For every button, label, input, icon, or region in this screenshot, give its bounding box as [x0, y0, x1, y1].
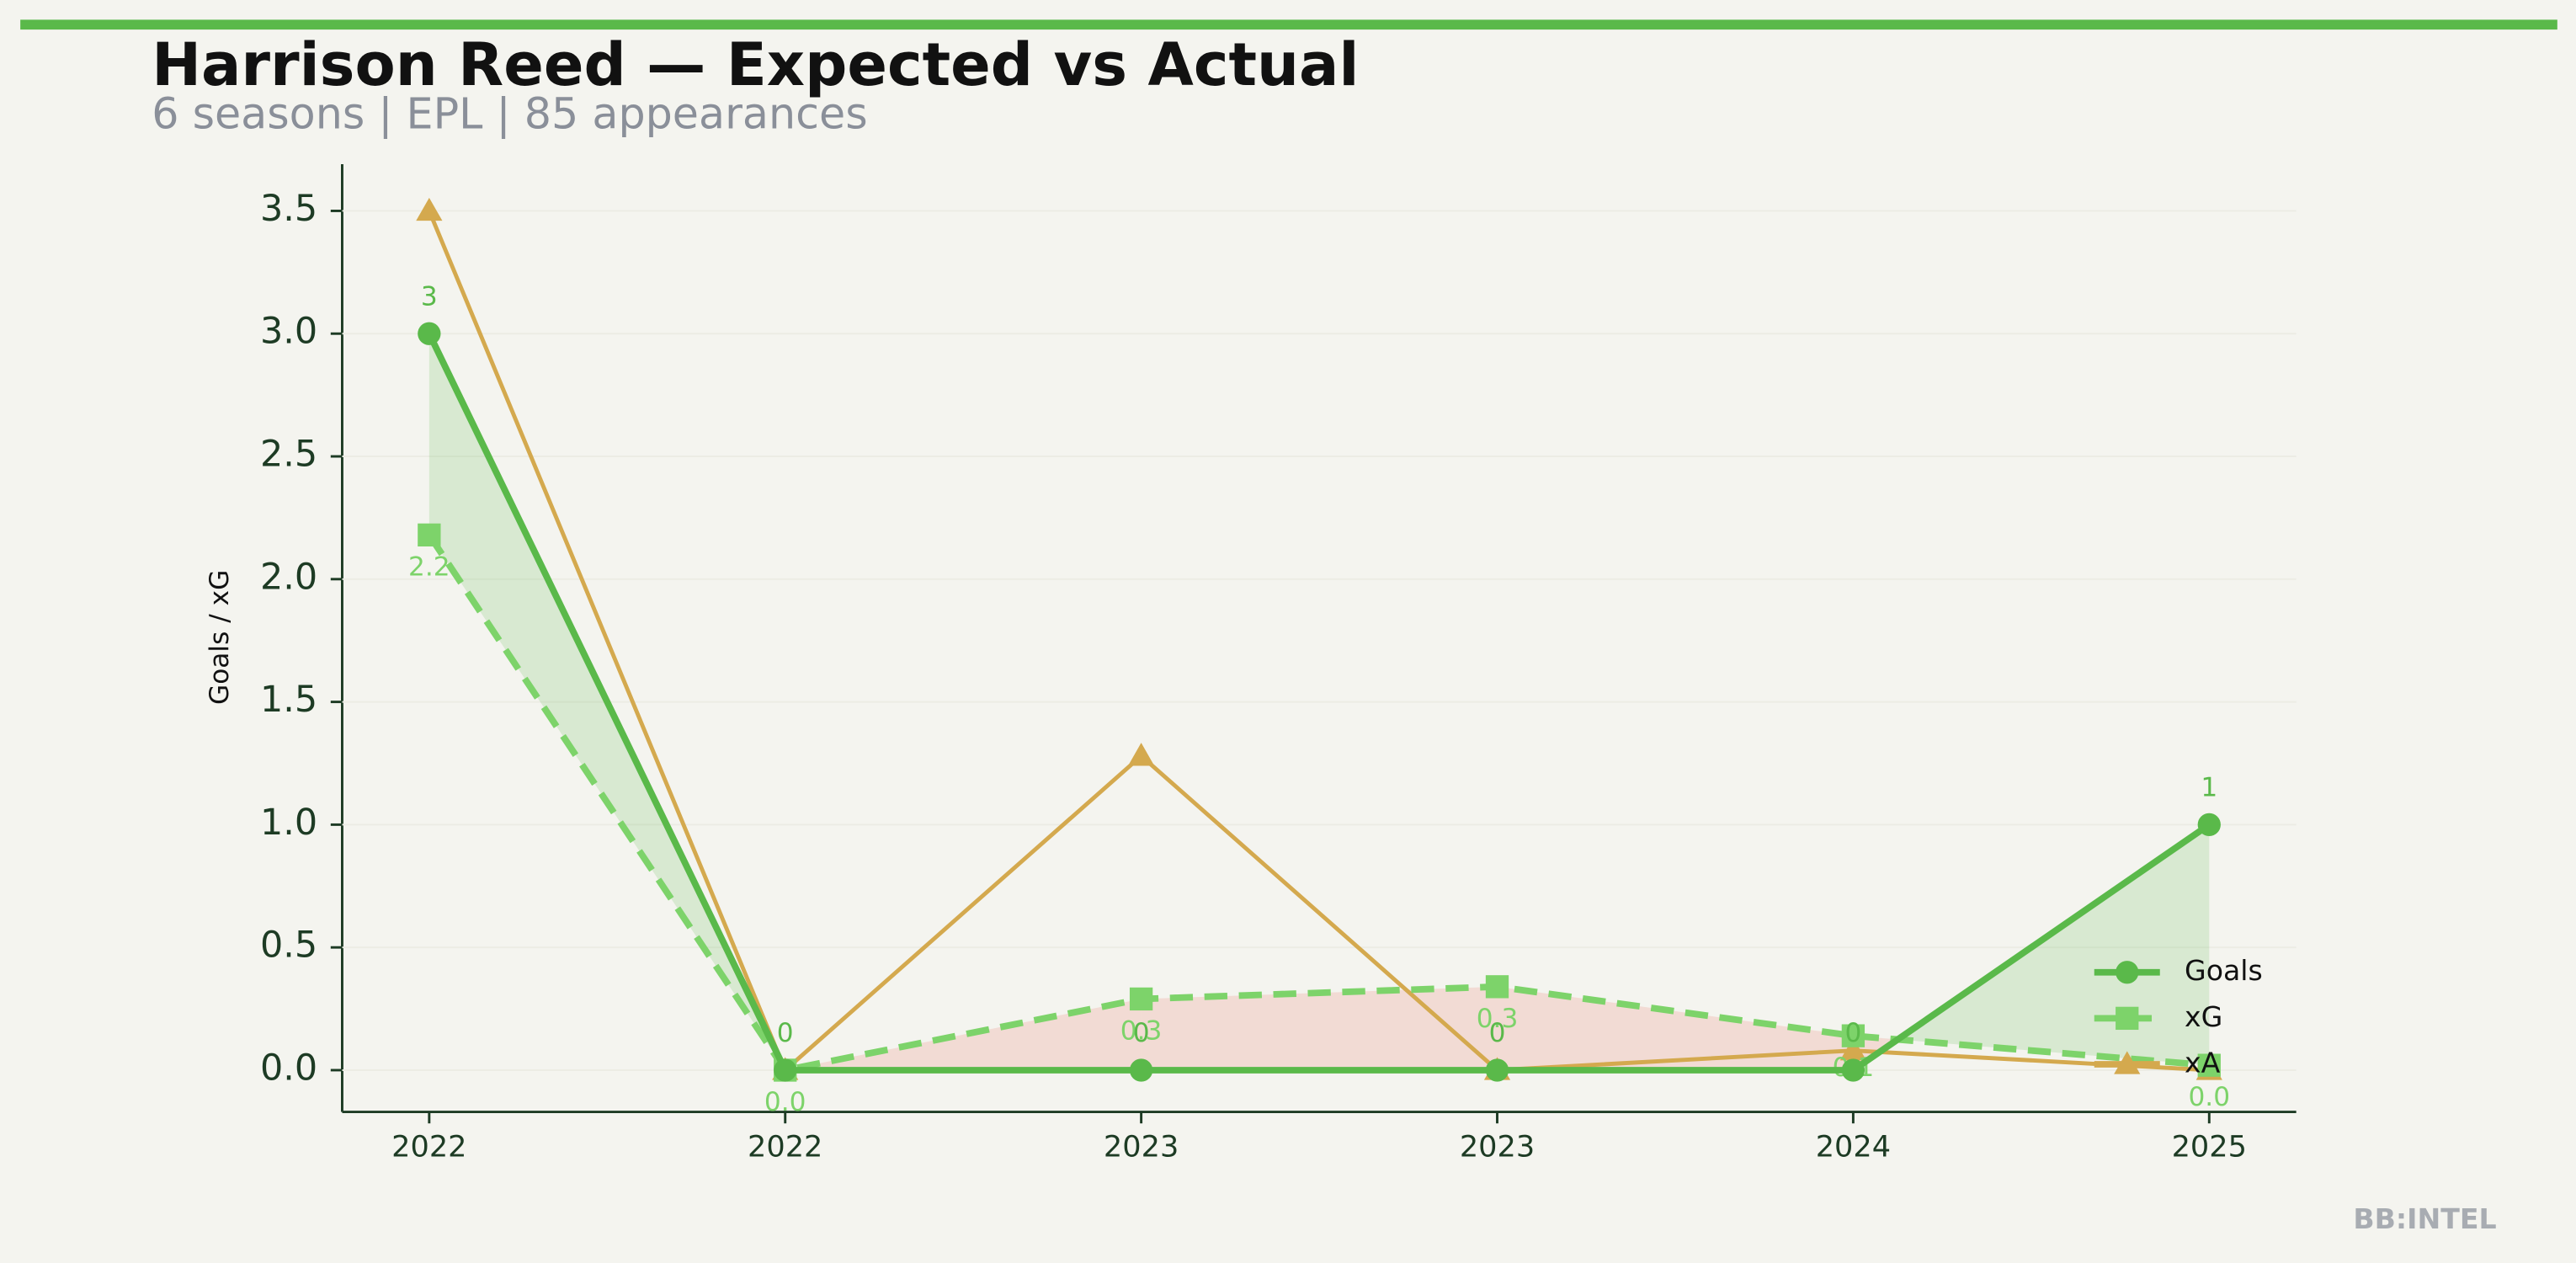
diff-area [1897, 824, 2210, 1066]
legend-marker [2114, 1051, 2141, 1074]
series-line [426, 533, 2210, 1074]
x-tick-label: 2022 [391, 1129, 466, 1164]
data-label: 0 [1489, 1018, 1506, 1048]
data-point [1129, 987, 1153, 1011]
y-tick-label: 1.0 [260, 802, 317, 844]
series-line [427, 210, 2210, 1074]
data-label: 0.0 [764, 1087, 806, 1117]
data-point [1129, 1058, 1153, 1082]
x-tick-label: 2024 [1816, 1129, 1891, 1164]
data-point [1485, 1058, 1509, 1082]
diff-area [1141, 986, 1498, 1070]
legend-label: xA [2185, 1046, 2221, 1079]
data-label: 2.2 [408, 552, 450, 582]
y-tick-label: 3.5 [260, 188, 317, 230]
y-tick-label: 0.5 [260, 925, 317, 967]
data-label: 0.0 [2188, 1082, 2230, 1112]
data-label: 3 [421, 281, 438, 312]
watermark: BB:INTEL [2353, 1202, 2496, 1235]
x-tick-label: 2023 [1104, 1129, 1179, 1164]
legend-marker [2116, 961, 2139, 984]
data-point [418, 322, 441, 345]
data-point [1485, 975, 1509, 999]
y-tick-label: 3.0 [260, 311, 317, 353]
data-label: 0 [1844, 1018, 1861, 1048]
y-tick-label: 1.5 [260, 679, 317, 721]
data-label: 0 [777, 1018, 794, 1048]
data-point [2197, 813, 2221, 837]
diff-area [1497, 986, 1854, 1070]
data-label: 1 [2201, 772, 2217, 802]
y-tick-label: 0.0 [260, 1047, 317, 1089]
legend-label: xG [2185, 1000, 2222, 1033]
series-line [426, 332, 2211, 1074]
data-point [2197, 1053, 2221, 1077]
legend-label: Goals [2185, 954, 2263, 987]
data-point [1128, 743, 1155, 766]
top-bar [20, 19, 2557, 30]
legend-marker [2116, 1006, 2139, 1031]
y-tick-label: 2.0 [260, 556, 317, 598]
data-label: 0 [1133, 1018, 1150, 1048]
chart-subtitle: 6 seasons | EPL | 85 appearances [152, 88, 867, 139]
data-point [416, 197, 443, 221]
x-tick-label: 2022 [748, 1129, 822, 1164]
data-label: 0.3 [1477, 1004, 1519, 1034]
y-axis-label: Goals / xG [205, 570, 235, 705]
chart-title: Harrison Reed — Expected vs Actual [152, 30, 1359, 99]
y-tick-label: 2.5 [260, 434, 317, 476]
data-point [1841, 1024, 1865, 1047]
data-point [1841, 1058, 1865, 1082]
data-point [774, 1058, 797, 1082]
data-label: 0.3 [1120, 1015, 1163, 1046]
x-tick-label: 2023 [1460, 1129, 1535, 1164]
x-tick-label: 2025 [2172, 1129, 2247, 1164]
data-point [418, 523, 441, 546]
data-point [1839, 1037, 1866, 1061]
